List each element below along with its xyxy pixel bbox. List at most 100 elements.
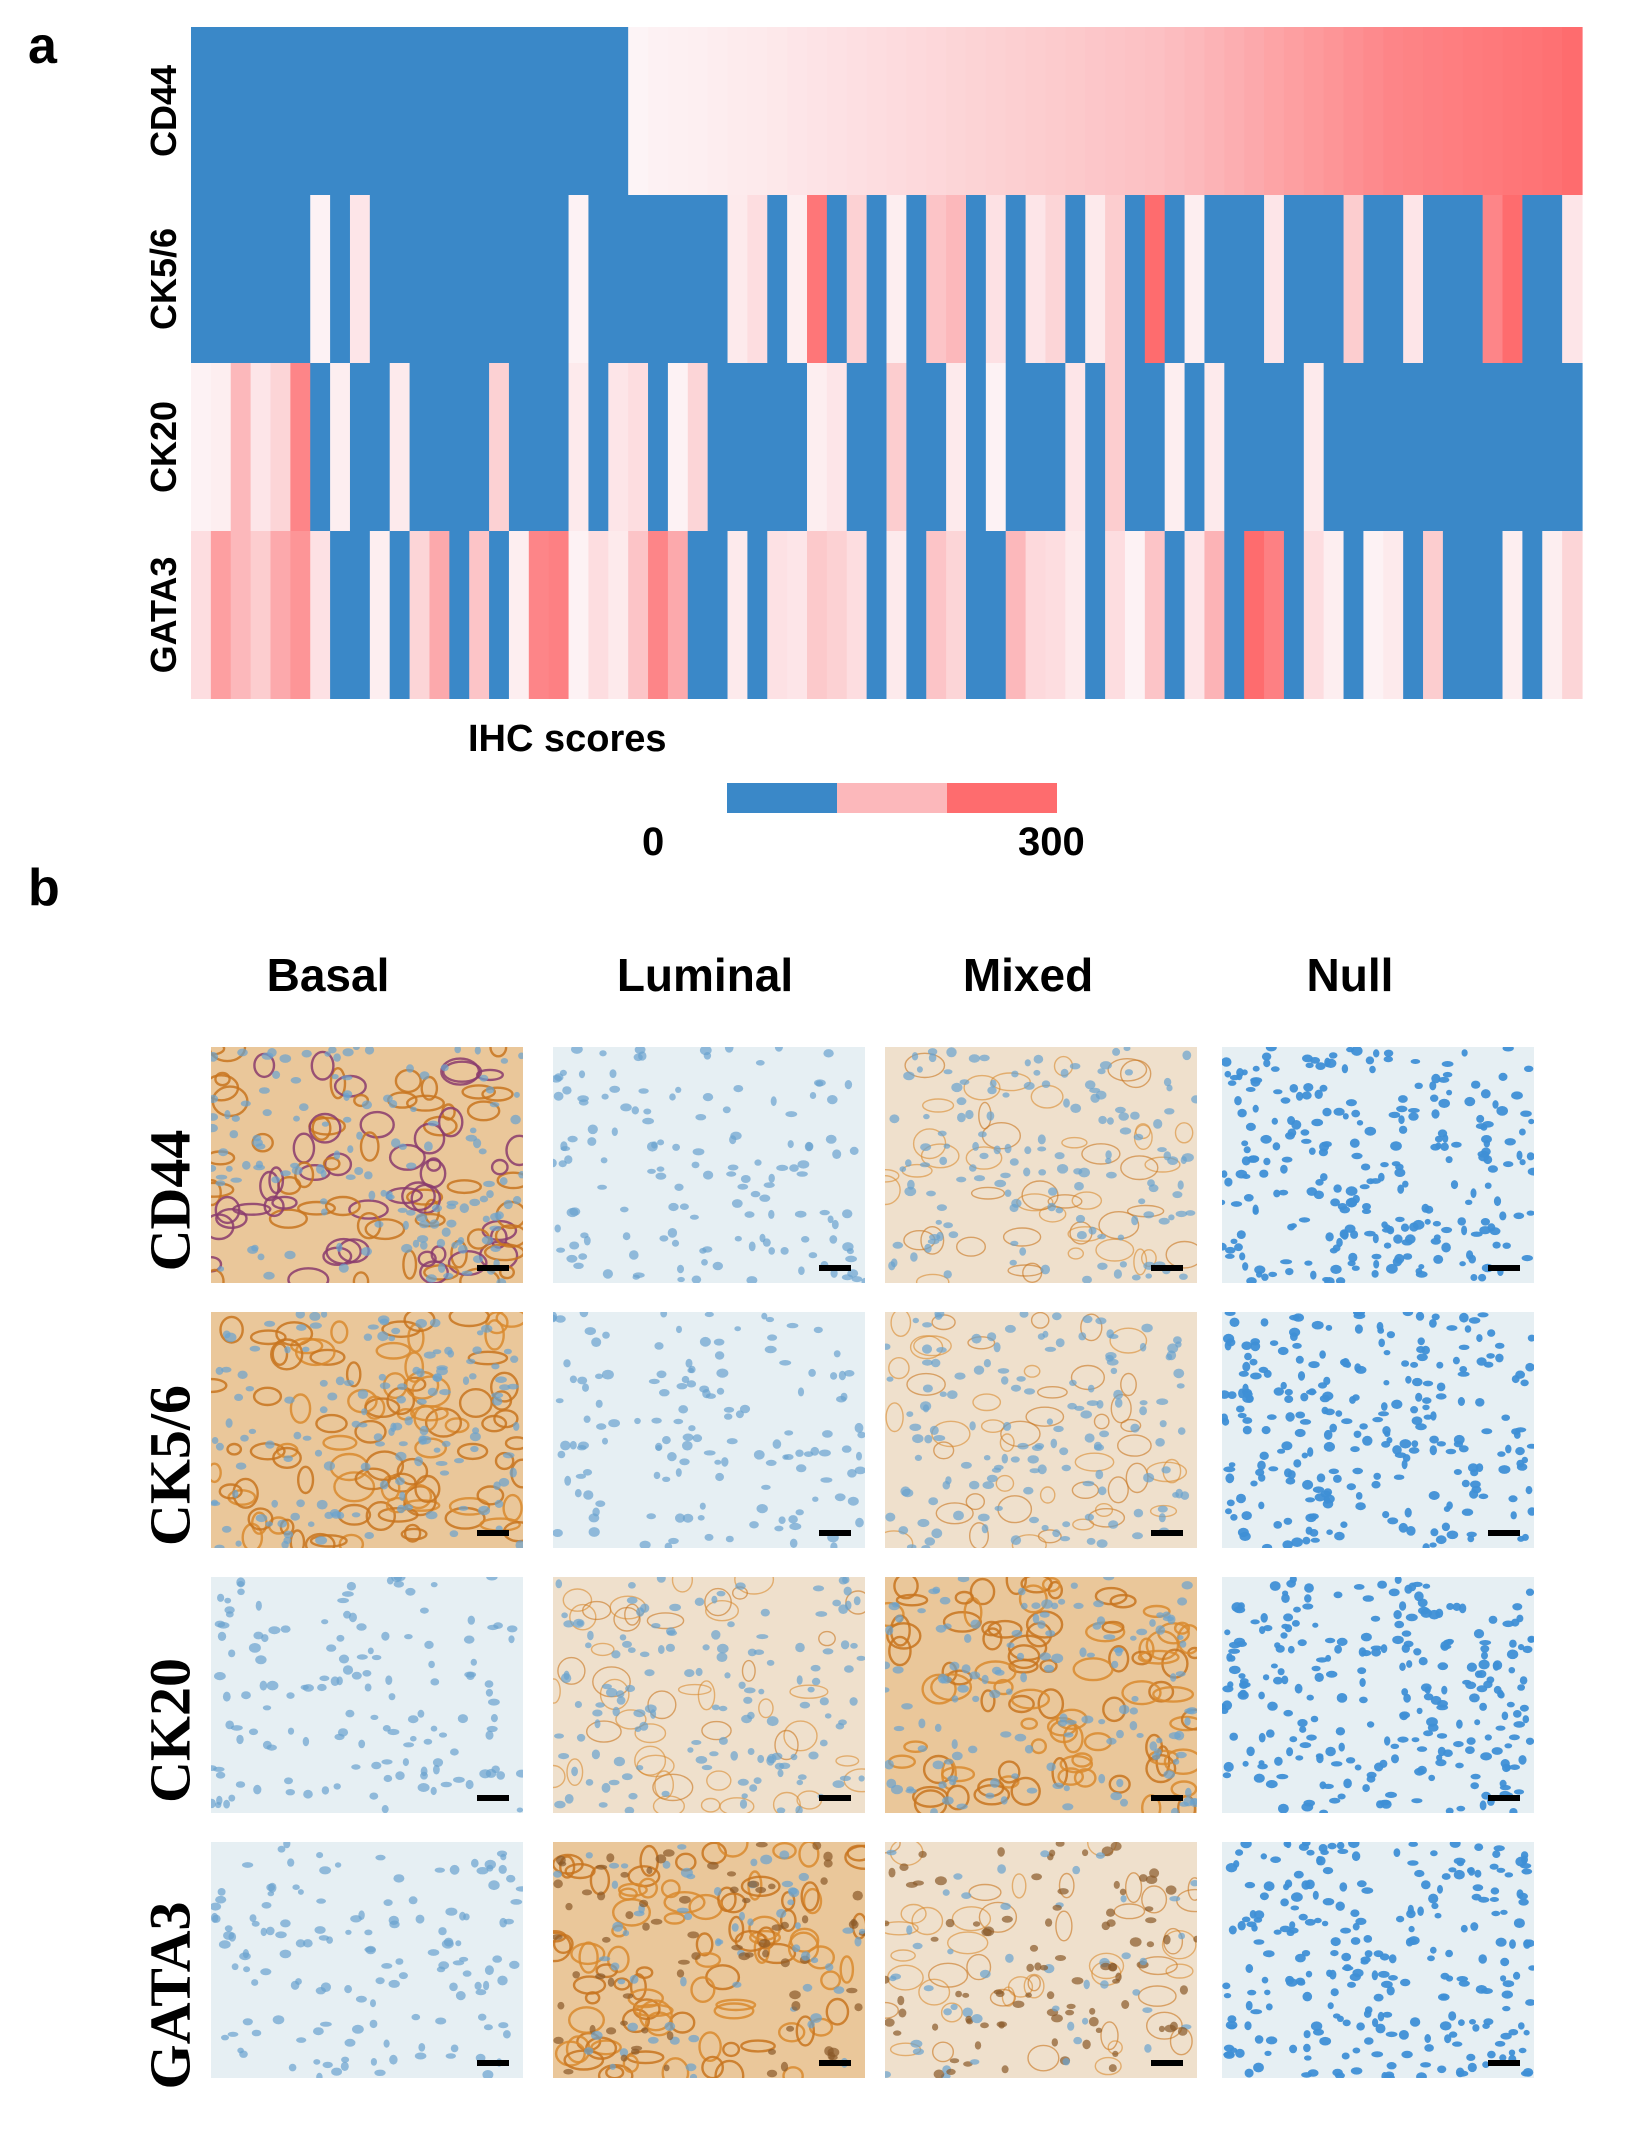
heatmap-cell — [588, 195, 609, 363]
heatmap-cell — [250, 27, 272, 195]
heatmap-cell — [290, 363, 311, 531]
heatmap-cell — [250, 195, 272, 363]
heatmap-cell — [886, 531, 907, 699]
heatmap-cell — [906, 27, 927, 195]
heatmap-cell — [985, 195, 1007, 363]
scale-bar — [1151, 1265, 1183, 1271]
heatmap-cell — [1025, 363, 1047, 531]
heatmap-cell — [1442, 27, 1464, 195]
heatmap-cell — [1363, 531, 1384, 699]
heatmap-cell — [191, 195, 212, 363]
heatmap-cell — [767, 27, 788, 195]
heatmap-cell — [409, 27, 431, 195]
heatmap-cell — [1144, 531, 1166, 699]
heatmap-cell — [1065, 531, 1086, 699]
heatmap-cell — [965, 195, 987, 363]
heatmap-cell — [648, 363, 669, 531]
heatmap-cell — [1105, 531, 1126, 699]
heatmap-cell — [489, 195, 510, 363]
heatmap-cell — [707, 27, 729, 195]
heatmap-cell — [1065, 27, 1086, 195]
heatmap-cell — [548, 27, 570, 195]
heatmap-cell — [687, 195, 709, 363]
row-header-cd44: CD44 — [137, 1129, 203, 1272]
heatmap-cell — [270, 531, 291, 699]
heatmap-cell — [389, 363, 411, 531]
heatmap-cell — [1423, 195, 1444, 363]
heatmap-cell — [1184, 363, 1206, 531]
heatmap-cell — [191, 531, 212, 699]
column-header-luminal: Luminal — [616, 949, 794, 1001]
panel-b-label: b — [28, 859, 60, 917]
heatmap-cell — [1105, 27, 1126, 195]
heatmap-cell — [1045, 27, 1066, 195]
heatmap-cell — [807, 531, 828, 699]
heatmap-cell — [330, 195, 351, 363]
heatmap-cell — [1343, 27, 1365, 195]
heatmap-cell — [1105, 363, 1126, 531]
heatmap-cell — [1303, 363, 1325, 531]
heatmap-cell — [330, 363, 351, 531]
micrograph-gata3-mixed — [885, 1842, 1197, 2078]
heatmap-cell — [707, 195, 729, 363]
heatmap-cell — [349, 27, 371, 195]
heatmap-cell — [926, 27, 947, 195]
heatmap-cell — [1164, 27, 1186, 195]
heatmap-cell — [727, 27, 748, 195]
heatmap-cell — [1085, 531, 1106, 699]
heatmap-cell — [508, 27, 530, 195]
heatmap-cell — [886, 363, 907, 531]
heatmap-cell — [469, 363, 490, 531]
heatmap-cell — [767, 363, 788, 531]
heatmap-cell — [1343, 195, 1365, 363]
heatmap-cell — [449, 363, 470, 531]
heatmap-cell — [906, 363, 927, 531]
heatmap-cell — [667, 531, 689, 699]
legend-colorbar — [727, 783, 1057, 813]
heatmap-cell — [846, 195, 868, 363]
heatmap-cell — [727, 363, 748, 531]
heatmap-cell — [1184, 27, 1206, 195]
heatmap-cell — [1542, 27, 1563, 195]
heatmap-cell — [409, 195, 431, 363]
heatmap-cell — [369, 531, 391, 699]
heatmap-cell — [409, 363, 431, 531]
heatmap-cell — [1542, 363, 1563, 531]
heatmap-cell — [826, 195, 848, 363]
heatmap-cell — [1065, 195, 1086, 363]
scale-bar — [477, 1265, 509, 1271]
heatmap-cell — [1442, 363, 1464, 531]
heatmap-cell — [508, 531, 530, 699]
heatmap-cell — [449, 195, 470, 363]
scale-bar — [1151, 1795, 1183, 1801]
heatmap-row-label: CD44 — [143, 65, 184, 157]
micrograph-ck20-null — [1222, 1577, 1534, 1813]
heatmap-cell — [1423, 363, 1444, 531]
heatmap-cell — [230, 27, 252, 195]
heatmap-row-gata3 — [191, 531, 1583, 699]
scale-bar — [1488, 1530, 1520, 1536]
heatmap-cell — [866, 27, 888, 195]
scale-bar — [477, 2060, 509, 2066]
heatmap-cell — [985, 531, 1007, 699]
heatmap-cell — [1323, 27, 1345, 195]
heatmap-cell — [230, 195, 252, 363]
heatmap-cell — [628, 195, 649, 363]
scale-bar — [819, 1265, 851, 1271]
heatmap-row-label: CK20 — [143, 401, 184, 493]
heatmap-cell — [1442, 195, 1464, 363]
heatmap-cell — [687, 531, 709, 699]
heatmap-cell — [926, 363, 947, 531]
heatmap-cell — [1124, 27, 1146, 195]
heatmap-cell — [648, 531, 669, 699]
heatmap-cell — [1045, 531, 1066, 699]
heatmap-cell — [807, 195, 828, 363]
heatmap-cell — [846, 27, 868, 195]
heatmap-cell — [985, 27, 1007, 195]
heatmap-cell — [1482, 27, 1504, 195]
heatmap-cell — [1005, 363, 1027, 531]
heatmap-cell — [1244, 531, 1265, 699]
heatmap-row-ck20 — [191, 363, 1583, 531]
heatmap-cell — [1562, 27, 1583, 195]
heatmap-cell — [1264, 531, 1285, 699]
